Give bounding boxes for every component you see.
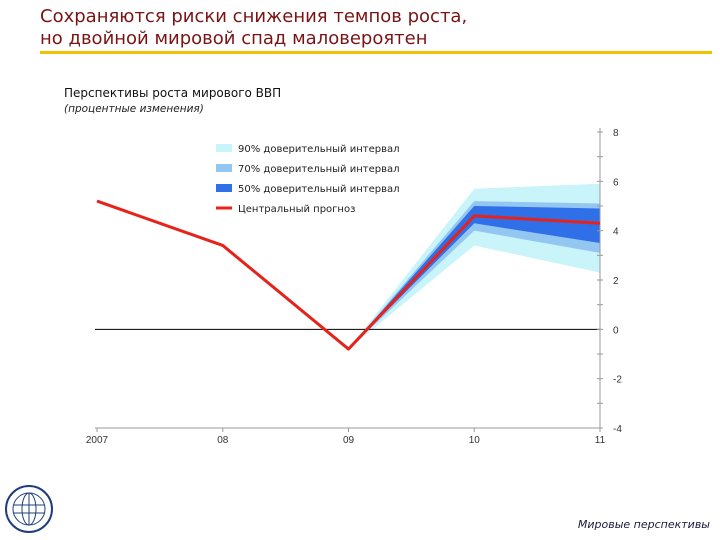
footer-caption: Мировые перспективы	[577, 518, 710, 531]
legend-swatch	[216, 184, 232, 192]
central-forecast-line	[96, 199, 601, 351]
legend-label: 50% доверительный интервал	[238, 184, 399, 195]
x-tick-label: 11	[595, 435, 606, 446]
y-tick-label: 2	[613, 276, 619, 287]
y-tick-label: 8	[613, 128, 619, 139]
fan-band-2	[348, 201, 600, 350]
x-tick-label: 08	[217, 435, 229, 446]
chart-subtitle: (процентные изменения)	[64, 103, 204, 115]
x-tick-label: 2007	[86, 435, 109, 446]
imf-seal-icon	[5, 485, 53, 533]
x-tick-label: 10	[469, 435, 481, 446]
slide-title-line-1: Сохраняются риски снижения темпов роста,	[40, 6, 468, 27]
chart-title: Перспективы роста мирового ВВП	[64, 86, 282, 100]
y-tick-label: 6	[613, 177, 619, 188]
y-tick-label: -2	[613, 375, 622, 386]
y-tick-label: -4	[613, 424, 622, 435]
slide-title: Сохраняются риски снижения темпов роста,…	[40, 6, 467, 50]
y-tick-label: 0	[613, 325, 619, 336]
slide-title-line-2: но двойной мировой спад маловероятен	[40, 28, 428, 49]
legend-swatch	[216, 164, 232, 172]
y-tick-label: 4	[613, 227, 619, 238]
legend-label: 90% доверительный интервал	[238, 144, 399, 155]
legend-swatch	[216, 144, 232, 152]
x-tick-label: 09	[343, 435, 355, 446]
title-underline	[40, 51, 712, 54]
legend-label: Центральный прогноз	[238, 204, 355, 215]
legend-label: 70% доверительный интервал	[238, 164, 399, 175]
